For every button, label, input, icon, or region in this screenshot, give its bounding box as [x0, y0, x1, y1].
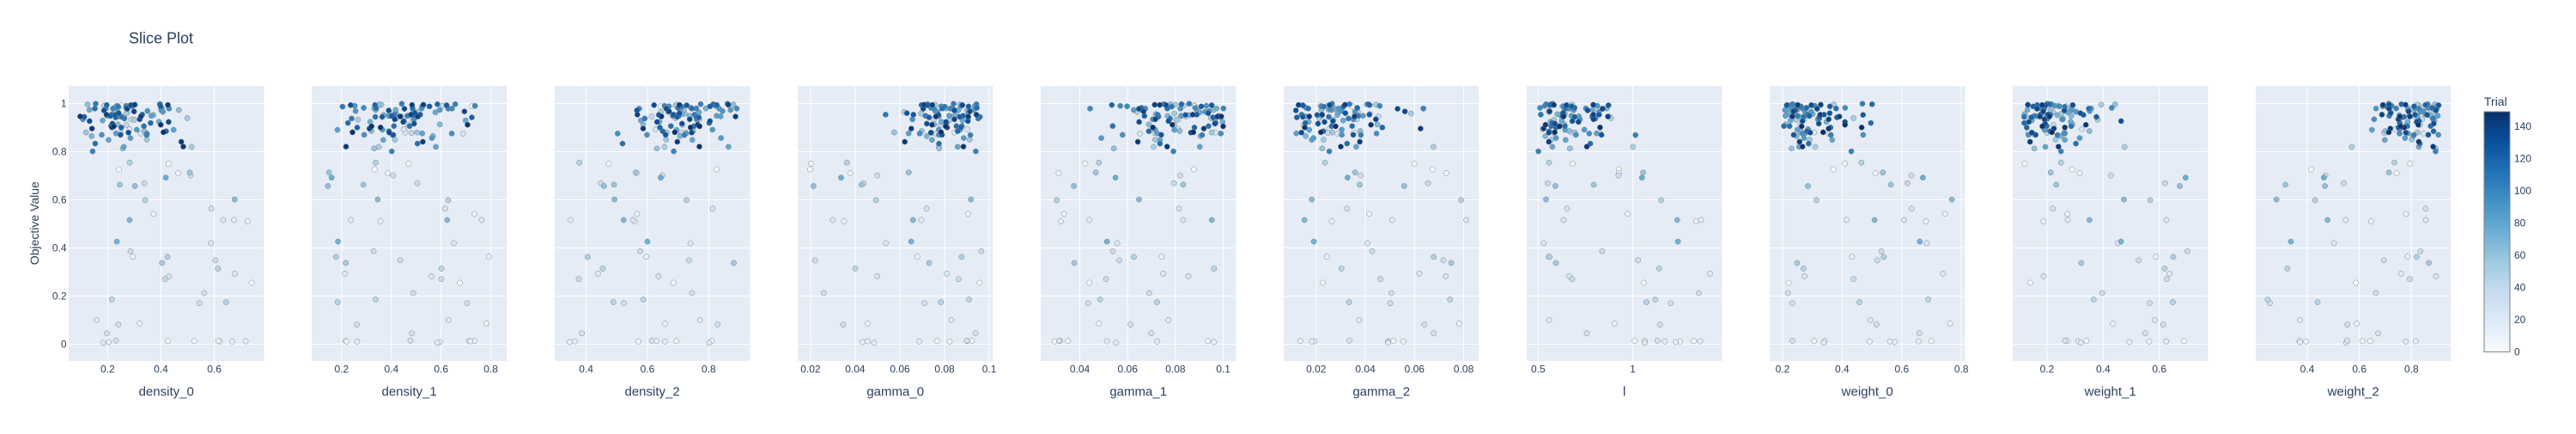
svg-text:0.8: 0.8: [2404, 364, 2419, 376]
svg-text:0.6: 0.6: [52, 194, 67, 206]
svg-text:0: 0: [61, 339, 67, 351]
svg-text:0.4: 0.4: [384, 364, 398, 376]
svg-text:0.04: 0.04: [1070, 364, 1091, 376]
svg-text:weight_1: weight_1: [2084, 385, 2136, 400]
svg-text:Slice Plot: Slice Plot: [129, 30, 193, 47]
svg-text:0.1: 0.1: [1216, 364, 1230, 376]
svg-text:0.4: 0.4: [2300, 364, 2315, 376]
svg-text:0.6: 0.6: [2152, 364, 2166, 376]
svg-text:20: 20: [2514, 314, 2526, 326]
svg-text:0.06: 0.06: [890, 364, 910, 376]
svg-text:0.8: 0.8: [52, 146, 67, 158]
svg-text:0.4: 0.4: [154, 364, 168, 376]
svg-text:0.2: 0.2: [1776, 364, 1790, 376]
svg-text:0.04: 0.04: [845, 364, 866, 376]
svg-text:0.6: 0.6: [641, 364, 655, 376]
svg-text:0.4: 0.4: [2096, 364, 2111, 376]
svg-text:weight_2: weight_2: [2327, 385, 2379, 400]
svg-text:0.02: 0.02: [800, 364, 821, 376]
svg-text:Objective Value: Objective Value: [27, 181, 41, 265]
svg-text:0.2: 0.2: [335, 364, 349, 376]
svg-text:gamma_2: gamma_2: [1352, 385, 1410, 400]
svg-text:0.8: 0.8: [702, 364, 716, 376]
svg-text:140: 140: [2514, 120, 2531, 132]
svg-text:1: 1: [1630, 364, 1636, 376]
svg-text:100: 100: [2514, 185, 2531, 197]
svg-text:0.8: 0.8: [483, 364, 498, 376]
svg-text:0.04: 0.04: [1355, 364, 1376, 376]
svg-text:0.08: 0.08: [1165, 364, 1186, 376]
svg-text:0.4: 0.4: [579, 364, 593, 376]
svg-text:l: l: [1623, 385, 1625, 400]
svg-text:0.6: 0.6: [434, 364, 448, 376]
svg-text:0.02: 0.02: [1306, 364, 1327, 376]
svg-text:density_0: density_0: [139, 385, 194, 400]
svg-text:0.2: 0.2: [52, 290, 67, 303]
svg-text:0.2: 0.2: [2040, 364, 2055, 376]
svg-text:0.2: 0.2: [100, 364, 115, 376]
svg-text:0: 0: [2514, 346, 2520, 358]
svg-text:Trial: Trial: [2484, 95, 2507, 108]
svg-text:0.1: 0.1: [982, 364, 997, 376]
svg-text:weight_0: weight_0: [1841, 385, 1893, 400]
svg-text:0.4: 0.4: [52, 242, 67, 254]
svg-text:0.6: 0.6: [207, 364, 222, 376]
svg-text:0.06: 0.06: [1405, 364, 1425, 376]
svg-text:density_2: density_2: [624, 385, 679, 400]
svg-text:0.8: 0.8: [1954, 364, 1969, 376]
svg-text:gamma_0: gamma_0: [866, 385, 924, 400]
svg-text:gamma_1: gamma_1: [1109, 385, 1167, 400]
svg-text:0.06: 0.06: [1118, 364, 1139, 376]
svg-text:density_1: density_1: [381, 385, 436, 400]
svg-text:60: 60: [2514, 249, 2526, 261]
svg-text:120: 120: [2514, 153, 2531, 165]
svg-text:0.6: 0.6: [2352, 364, 2366, 376]
svg-text:80: 80: [2514, 217, 2526, 229]
svg-text:0.6: 0.6: [1894, 364, 1909, 376]
svg-text:0.4: 0.4: [1835, 364, 1850, 376]
svg-text:0.08: 0.08: [1454, 364, 1474, 376]
svg-text:1: 1: [61, 98, 67, 110]
svg-text:0.08: 0.08: [934, 364, 955, 376]
svg-text:0.5: 0.5: [1531, 364, 1546, 376]
svg-text:40: 40: [2514, 282, 2526, 294]
